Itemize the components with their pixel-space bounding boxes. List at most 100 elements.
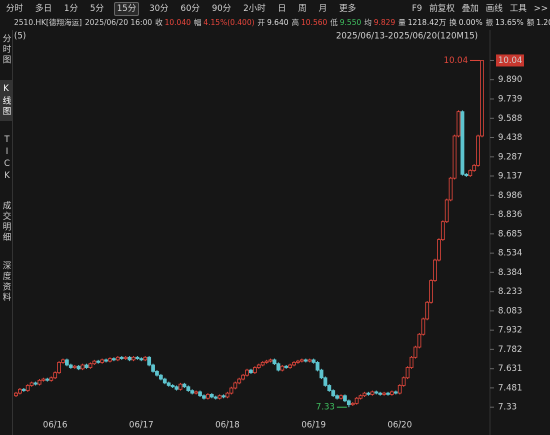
y-tick-label: 8.384: [498, 268, 522, 278]
field-label: 开: [257, 18, 266, 27]
field-label: 幅: [193, 18, 202, 27]
field-value: 1218.42万: [407, 18, 447, 27]
candle-body: [456, 111, 461, 137]
y-tick-label: 9.890: [498, 75, 522, 85]
candle-body: [221, 395, 226, 398]
period-tab[interactable]: 15分: [113, 2, 140, 16]
x-tick-label: 06/16: [43, 421, 68, 431]
y-tick-label: 8.986: [498, 191, 522, 201]
candle-body: [72, 365, 77, 368]
period-tab[interactable]: 60分: [180, 4, 200, 14]
candle-body: [53, 372, 58, 379]
quote-row: 2510.HK[德翔海运] 2025/06/20 16:00 收 10.040 幅 4.1…: [14, 17, 550, 29]
candle-body: [202, 395, 206, 399]
candle-body: [480, 60, 484, 137]
period-tab[interactable]: 90分: [211, 4, 232, 14]
period-tab[interactable]: 5分: [89, 4, 104, 14]
y-tick-label: 8.083: [498, 306, 522, 316]
candle-body: [209, 394, 214, 398]
period-tab[interactable]: 更多: [339, 4, 357, 14]
candle-body: [88, 363, 93, 368]
period-tabs: 分时 多日 1分 5分 15分 30分 60分 90分 2小时 日 周 月 更多: [0, 2, 362, 16]
candle-body: [166, 382, 171, 386]
candle-body: [413, 346, 418, 358]
candle-body: [252, 367, 257, 374]
candle-body: [354, 397, 359, 404]
side-tab[interactable]: K线图: [0, 79, 12, 121]
candle-body: [100, 359, 105, 363]
candle-body: [401, 377, 406, 386]
candle-body: [178, 383, 183, 390]
candle-body: [472, 164, 477, 171]
tool-button[interactable]: 前复权: [429, 4, 455, 14]
y-tick-label: 9.739: [498, 94, 522, 104]
candle-body: [382, 392, 387, 395]
field-value: 0.00%: [458, 18, 483, 27]
candle-body: [429, 280, 433, 303]
field-label: 振: [485, 18, 494, 27]
period-tab[interactable]: 多日: [35, 4, 53, 14]
field-value: 1.20亿: [536, 18, 550, 27]
candle-body: [29, 382, 34, 386]
tool-button[interactable]: F9: [411, 4, 423, 14]
y-tick-label: 9.137: [498, 172, 522, 182]
y-tick-label: 7.631: [498, 364, 522, 374]
candle-body: [131, 356, 136, 361]
y-tick-label: 10.04: [498, 56, 522, 66]
candle-body: [303, 359, 308, 362]
candle-body: [276, 363, 281, 371]
candle-body: [225, 392, 230, 398]
period-tab[interactable]: 月: [318, 4, 328, 14]
tool-button[interactable]: 叠加: [461, 4, 479, 14]
x-tick-label: 06/19: [301, 421, 326, 431]
candle-body: [256, 364, 261, 368]
candle-body: [249, 369, 253, 374]
candle-body: [237, 378, 242, 384]
candle-body: [425, 301, 430, 320]
candle-body: [272, 359, 277, 365]
candle-body: [437, 239, 441, 261]
period-tab[interactable]: 日: [277, 4, 287, 14]
candle-body: [323, 377, 328, 386]
period-tab[interactable]: 30分: [149, 4, 169, 14]
x-tick-label: 06/18: [215, 421, 240, 431]
period-tab[interactable]: 2小时: [243, 4, 266, 14]
candle-body: [76, 365, 81, 370]
period-tab[interactable]: 分时: [6, 4, 24, 14]
field-value: 10.040: [164, 18, 191, 27]
candle-body: [417, 333, 422, 348]
candle-body: [158, 374, 163, 380]
tool-button[interactable]: 画线: [485, 4, 503, 14]
field-value: 4.15%(0.400): [203, 18, 255, 27]
field-label: 量: [398, 18, 406, 27]
candle-body: [288, 364, 293, 368]
candle-body: [229, 387, 234, 394]
candle-body: [217, 395, 222, 399]
candle-body: [296, 360, 300, 363]
side-tab[interactable]: 分时图: [1, 34, 11, 66]
period-tab[interactable]: 周: [298, 4, 307, 14]
candle-body: [280, 365, 285, 371]
candle-body: [440, 221, 445, 240]
field-value: 9.550: [339, 18, 362, 27]
field-label: 额: [526, 18, 535, 27]
candle-body: [33, 382, 38, 385]
side-tab[interactable]: 成交明细: [1, 200, 11, 243]
candle-body: [335, 395, 340, 399]
tool-button[interactable]: >>: [533, 4, 548, 14]
min-label: 7.33: [316, 403, 335, 413]
tool-button[interactable]: 工具: [509, 4, 527, 14]
indicator: (5): [14, 32, 26, 42]
candle-body: [350, 402, 355, 406]
tools: F9 前复权 叠加 画线 工具 >>: [405, 2, 548, 14]
side-tab[interactable]: 深度资料: [1, 260, 11, 303]
candle-body: [37, 379, 42, 385]
candle-body: [421, 318, 426, 335]
field-label: 高: [291, 18, 300, 27]
period-tab[interactable]: 1分: [64, 4, 78, 14]
side-tab[interactable]: TICK: [2, 134, 12, 183]
candle-body: [370, 391, 375, 395]
candle-body: [213, 396, 218, 399]
candle-body: [190, 390, 195, 394]
